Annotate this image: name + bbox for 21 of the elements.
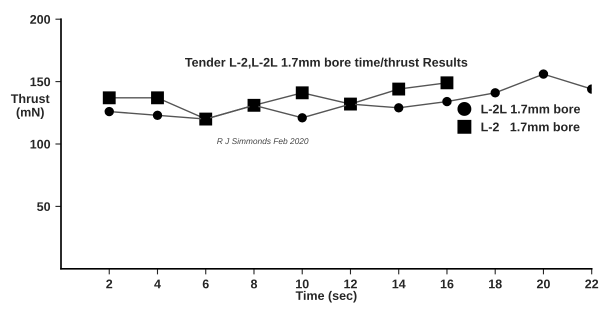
x-tick-label: 2: [106, 280, 112, 288]
y-axis-title: Thrust (mN): [10, 94, 50, 120]
x-tick-label: 18: [489, 280, 502, 288]
x-axis-title: Time (sec): [296, 290, 357, 303]
annotation: R J Simmonds Feb 2020: [217, 138, 308, 144]
text: Tender L-2,L-2L 1.7mm bore time/thrust Results: [185, 58, 468, 69]
x-tick-label: 22: [585, 280, 598, 288]
y-tick-label: 100: [30, 140, 50, 149]
x-tick-label: 14: [392, 280, 406, 288]
x-tick-label: 4: [154, 280, 161, 288]
legend-label: L-2L 1.7mm bore: [481, 104, 580, 114]
y-tick-label: 150: [30, 77, 50, 86]
x-tick-label: 10: [296, 280, 309, 288]
y-tick-label: 200: [30, 15, 50, 24]
x-tick-label: 8: [250, 280, 258, 288]
x-tick-label: 16: [440, 280, 454, 288]
x-tick-label: 6: [202, 280, 209, 288]
x-tick-label: 20: [536, 280, 550, 288]
x-tick-label: 12: [344, 280, 357, 288]
legend-label: L-2 1.7mm bore: [481, 122, 580, 132]
y-tick-label: 50: [37, 202, 50, 212]
